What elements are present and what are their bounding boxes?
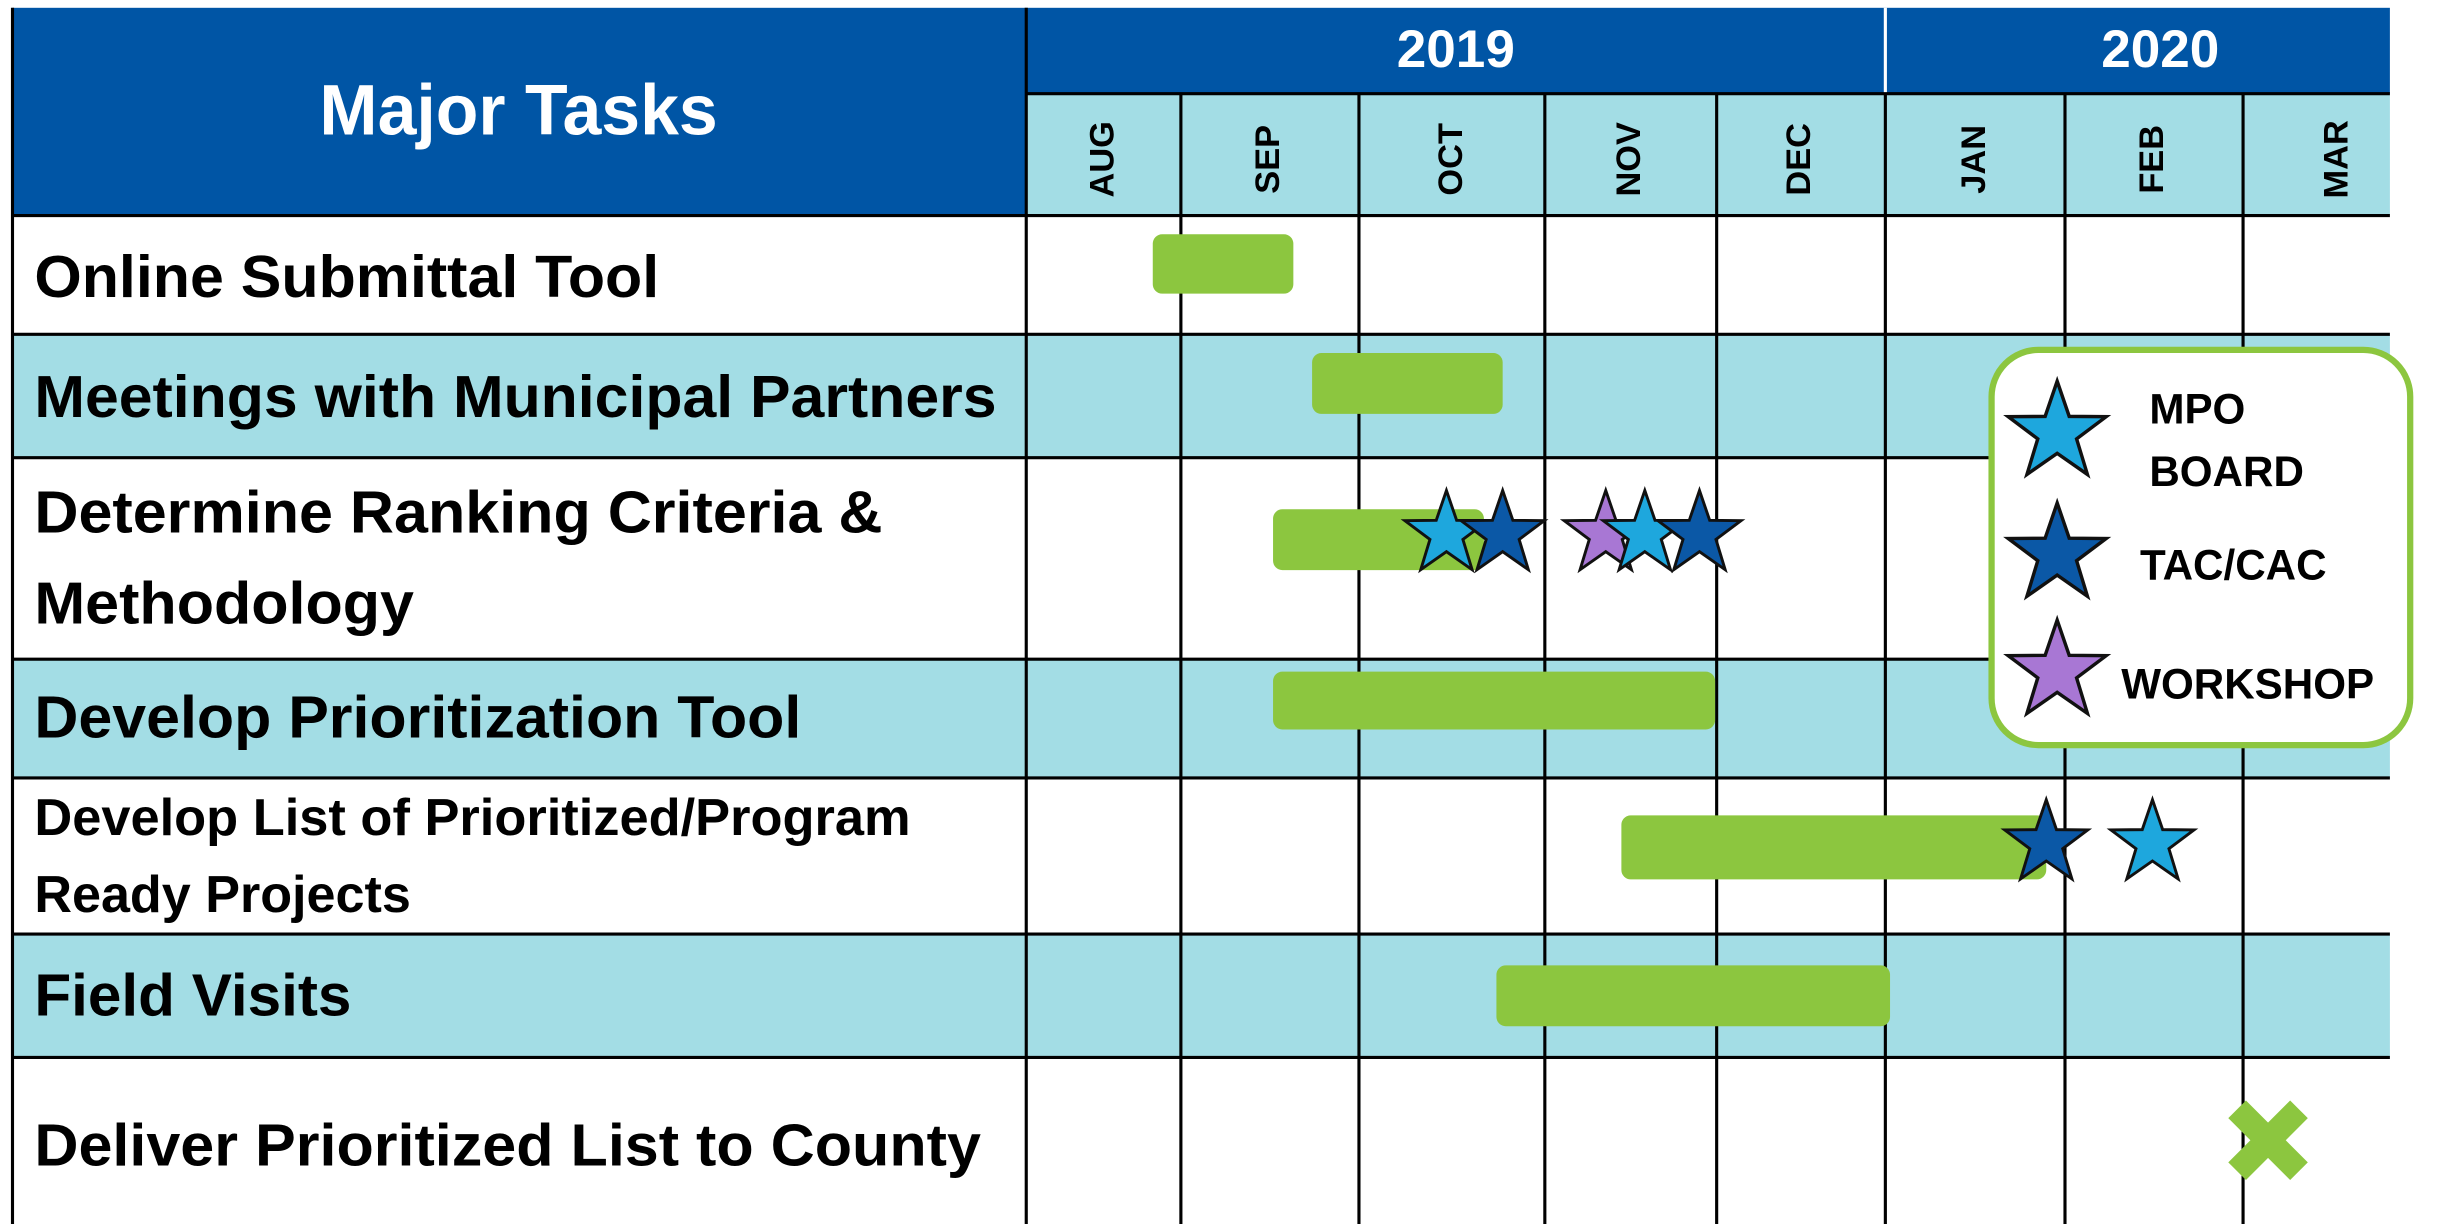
- task-bar: [1312, 353, 1503, 414]
- task-bar: [1273, 671, 1716, 730]
- legend-label: WORKSHOP: [2121, 660, 2374, 707]
- task-label: Meetings with Municipal Partners: [34, 363, 996, 430]
- legend-box: [1988, 346, 2414, 749]
- month-label: NOV: [1610, 122, 1648, 197]
- legend-label: TAC/CAC: [2140, 542, 2327, 589]
- month-row: [1026, 93, 2390, 216]
- row-bg: [12, 1057, 2390, 1224]
- task-bar: [1496, 965, 1891, 1027]
- month-label: OCT: [1432, 123, 1470, 196]
- row-bg: [12, 934, 2390, 1058]
- task-label: Develop List of Prioritized/Program: [34, 788, 910, 846]
- task-label: Deliver Prioritized List to County: [34, 1111, 981, 1178]
- month-label: FEB: [2133, 125, 2171, 194]
- header-title: Major Tasks: [319, 71, 717, 151]
- month-label: JAN: [1955, 125, 1993, 194]
- deliver-marker: [2228, 1100, 2308, 1181]
- header-cell: [12, 7, 1027, 216]
- task-label: Develop Prioritization Tool: [34, 683, 801, 750]
- task-bar: [1152, 234, 1294, 294]
- task-label: Ready Projects: [34, 865, 410, 923]
- month-label: DEC: [1780, 123, 1818, 196]
- year-label: 2020: [2101, 20, 2219, 79]
- task-label: Methodology: [34, 569, 414, 636]
- task-label: Field Visits: [34, 961, 351, 1028]
- month-label: AUG: [1083, 121, 1121, 197]
- year-label: 2019: [1397, 20, 1515, 79]
- legend-label: BOARD: [2149, 448, 2304, 495]
- task-label: Online Submittal Tool: [34, 243, 659, 310]
- month-label: SEP: [1249, 125, 1287, 194]
- month-label: MAR: [2317, 120, 2355, 198]
- year-row: [1026, 7, 2390, 94]
- legend-label: MPO: [2149, 386, 2245, 433]
- task-label: Determine Ranking Criteria &: [34, 479, 882, 546]
- task-bar: [1621, 815, 2047, 880]
